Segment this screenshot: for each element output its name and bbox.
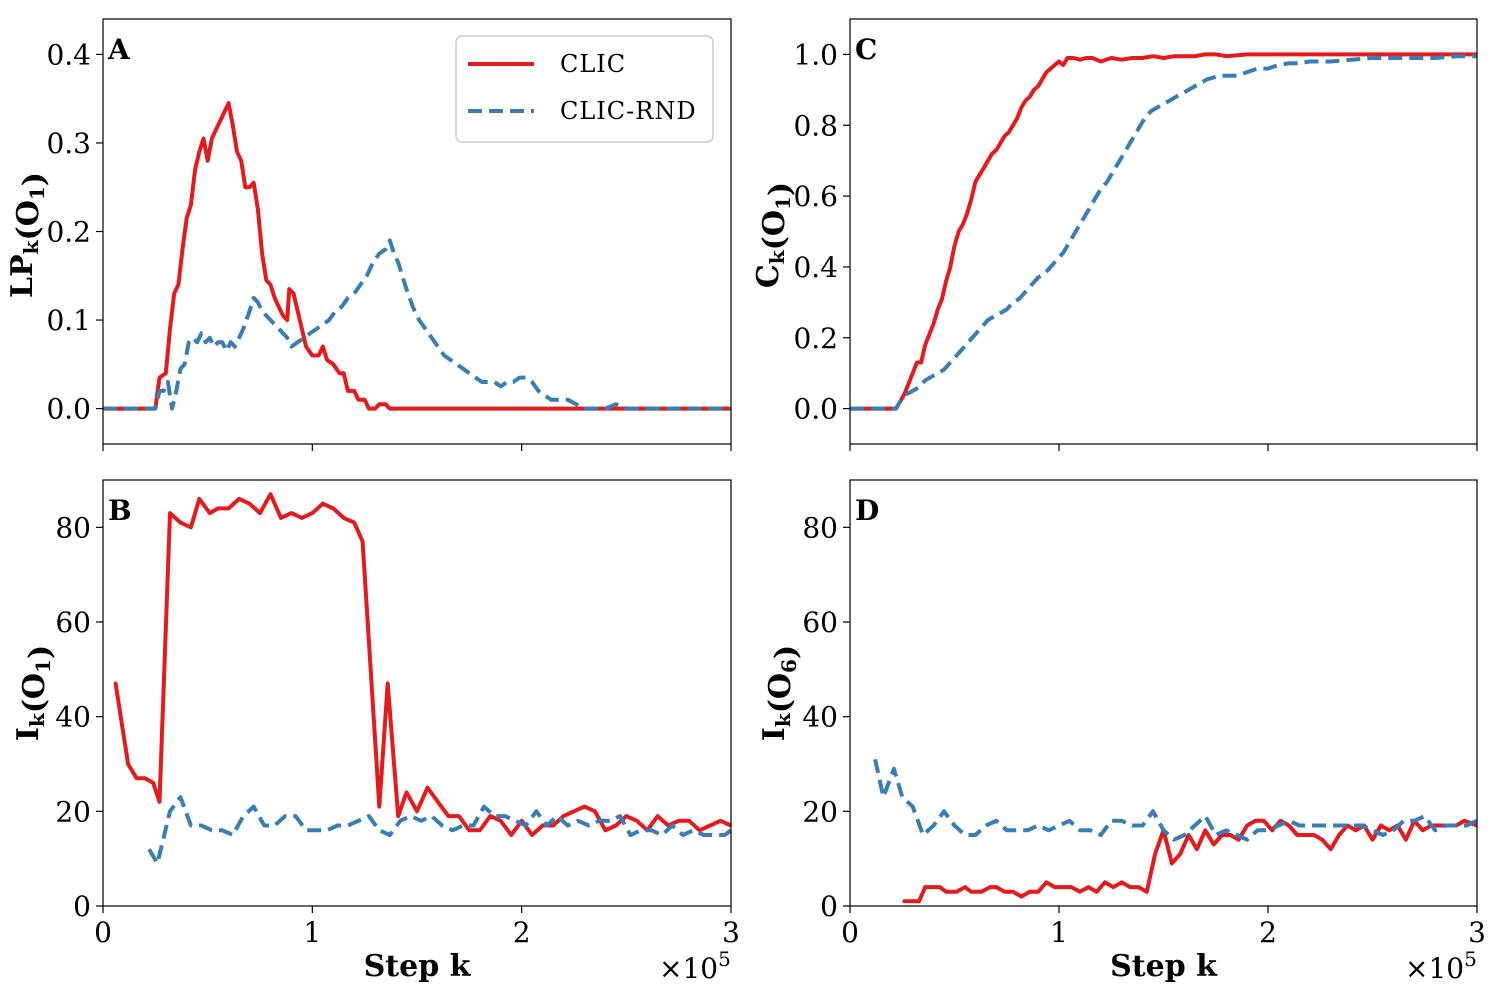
y-label-subscript: 1: [31, 659, 55, 673]
y-tick-label: 0.4: [46, 38, 91, 71]
y-tick-label: 20: [55, 795, 91, 828]
y-tick-label: 0.1: [46, 304, 91, 337]
y-label-part: ): [769, 645, 804, 659]
y-axis-label: Ik(O1): [11, 645, 58, 741]
panel-letter: B: [108, 494, 132, 527]
x-axis-label: Step k: [1110, 949, 1218, 984]
y-tick-label: 0.2: [46, 216, 91, 249]
y-label-part: (O: [17, 673, 52, 713]
x-axis-multiplier: ×105: [659, 947, 731, 985]
y-tick-label: 60: [55, 606, 91, 639]
y-tick-label: 20: [802, 795, 838, 828]
y-axis-label: Ik(O6): [757, 645, 804, 741]
y-label-subscript: k: [19, 239, 43, 254]
y-axis-label: Ck(O1): [751, 182, 798, 288]
multiplier-base: ×10: [659, 952, 718, 985]
multiplier-exponent: 5: [718, 947, 731, 971]
y-tick-label: 0.0: [793, 393, 838, 426]
y-label-subscript: k: [765, 249, 789, 264]
y-label-part: I: [11, 727, 46, 741]
y-label-part: ): [17, 172, 52, 186]
axes-frame: [849, 18, 1478, 445]
y-tick-label: 80: [55, 511, 91, 544]
series-line-clic-rnd: [147, 795, 731, 866]
y-label-part: (O: [11, 200, 46, 240]
y-label-subscript: 6: [777, 659, 801, 673]
series-line-clic: [103, 101, 731, 411]
y-tick-label: 0.0: [46, 393, 91, 426]
panel-letter: A: [107, 33, 131, 66]
y-tick-label: 0: [73, 890, 91, 923]
panel-c: 0.00.20.40.60.81.0 CCk(O1): [751, 18, 1478, 451]
y-tick-label: 60: [802, 606, 838, 639]
x-tick-label: 2: [1259, 916, 1277, 949]
y-label-part: LP: [5, 254, 40, 298]
panel-d: 0 20 40 60 80 0 1 2 3 D Ik(O6) Step k ×105: [757, 479, 1486, 985]
multiplier-exponent: 5: [1464, 947, 1477, 971]
x-axis-multiplier: ×105: [1405, 947, 1477, 985]
legend: CLIC CLIC-RND: [455, 35, 714, 143]
y-label-part: ): [23, 645, 58, 659]
y-label-part: (O: [757, 210, 792, 250]
series-line-clic: [850, 52, 1477, 411]
y-tick-label: 0.6: [793, 180, 838, 213]
legend-label: CLIC-RND: [560, 97, 697, 125]
y-label-subscript: k: [771, 712, 795, 727]
y-tick-label: 40: [55, 701, 91, 734]
multiplier-base: ×10: [1405, 952, 1464, 985]
y-axis-label: LPk(O1): [5, 172, 52, 298]
x-tick-label: 0: [841, 916, 859, 949]
panel-letter: C: [855, 33, 877, 66]
y-tick-label: 40: [802, 701, 838, 734]
y-tick-label: 0: [820, 890, 838, 923]
y-label-subscript: k: [25, 712, 49, 727]
series-line-clic: [902, 818, 1477, 904]
legend-label: CLIC: [560, 50, 626, 78]
y-tick-label: 0.3: [46, 127, 91, 160]
y-label-subscript: 1: [771, 196, 795, 210]
x-axis-label: Step k: [364, 949, 472, 984]
x-tick-label: 2: [513, 916, 531, 949]
axes-frame: [102, 479, 732, 907]
y-label-part: (O: [763, 673, 798, 713]
series-line-clic-rnd: [850, 54, 1477, 411]
x-tick-label: 3: [1468, 916, 1486, 949]
y-label-subscript: 1: [25, 186, 49, 200]
y-label-part: C: [751, 264, 786, 288]
x-tick-label: 3: [722, 916, 740, 949]
y-tick-label: 1.0: [793, 38, 838, 71]
axes-frame: [849, 479, 1478, 907]
y-tick-label: 0.4: [793, 251, 838, 284]
y-tick-label: 80: [802, 511, 838, 544]
y-tick-label: 0.8: [793, 109, 838, 142]
series-line-clic-rnd: [873, 758, 1477, 842]
y-label-part: ): [763, 182, 798, 196]
y-tick-label: 0.2: [793, 322, 838, 355]
panel-letter: D: [855, 494, 879, 527]
x-tick-label: 1: [303, 916, 321, 949]
x-tick-label: 1: [1050, 916, 1068, 949]
series-line-clic: [113, 492, 731, 837]
series-line-clic-rnd: [103, 238, 731, 411]
panel-a: 0.0 0.1 0.2 0.3 0.4 A LPk(O1) CLIC CLIC-RND: [5, 18, 732, 451]
y-label-part: I: [757, 727, 792, 741]
x-tick-label: 0: [94, 916, 112, 949]
